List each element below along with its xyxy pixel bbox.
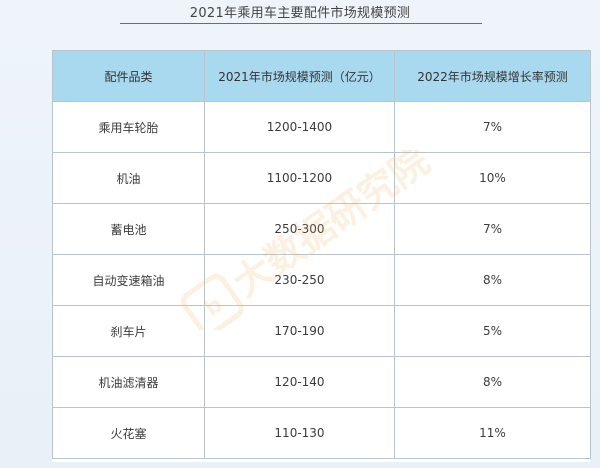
cell-growth-rate: 11%	[394, 407, 591, 459]
header-growth-rate-2022: 2022年市场规模增长率预测	[394, 50, 591, 102]
header-category: 配件品类	[52, 50, 205, 102]
cell-growth-rate: 8%	[394, 356, 591, 408]
title-underline	[120, 23, 482, 24]
cell-category: 乘用车轮胎	[52, 101, 205, 153]
cell-growth-rate: 5%	[394, 305, 591, 357]
cell-market-size: 1100-1200	[204, 152, 395, 204]
table-header-row: 配件品类 2021年市场规模预测（亿元） 2022年市场规模增长率预测	[52, 50, 591, 102]
table-container: 配件品类 2021年市场规模预测（亿元） 2022年市场规模增长率预测 乘用车轮…	[52, 50, 591, 462]
table-row: 蓄电池 250-300 7%	[52, 203, 591, 255]
cell-category: 机油滤清器	[52, 356, 205, 408]
cell-category: 刹车片	[52, 305, 205, 357]
cell-market-size: 110-130	[204, 407, 395, 459]
cell-market-size: 1200-1400	[204, 101, 395, 153]
cell-category: 自动变速箱油	[52, 254, 205, 306]
cell-category: 机油	[52, 152, 205, 204]
cell-growth-rate: 10%	[394, 152, 591, 204]
cell-category: 蓄电池	[52, 203, 205, 255]
cell-growth-rate: 7%	[394, 101, 591, 153]
table-row: 机油滤清器 120-140 8%	[52, 356, 591, 408]
table-row: 刹车片 170-190 5%	[52, 305, 591, 357]
table-row: 自动变速箱油 230-250 8%	[52, 254, 591, 306]
page-title: 2021年乘用车主要配件市场规模预测	[189, 6, 411, 21]
cell-market-size: 250-300	[204, 203, 395, 255]
cell-growth-rate: 7%	[394, 203, 591, 255]
table-row: 机油 1100-1200 10%	[52, 152, 591, 204]
forecast-table: 配件品类 2021年市场规模预测（亿元） 2022年市场规模增长率预测 乘用车轮…	[52, 50, 591, 459]
cell-category: 火花塞	[52, 407, 205, 459]
cell-market-size: 120-140	[204, 356, 395, 408]
table-row: 火花塞 110-130 11%	[52, 407, 591, 459]
header-market-size-2021: 2021年市场规模预测（亿元）	[204, 50, 395, 102]
cell-growth-rate: 8%	[394, 254, 591, 306]
table-row: 乘用车轮胎 1200-1400 7%	[52, 101, 591, 153]
cell-market-size: 230-250	[204, 254, 395, 306]
cell-market-size: 170-190	[204, 305, 395, 357]
